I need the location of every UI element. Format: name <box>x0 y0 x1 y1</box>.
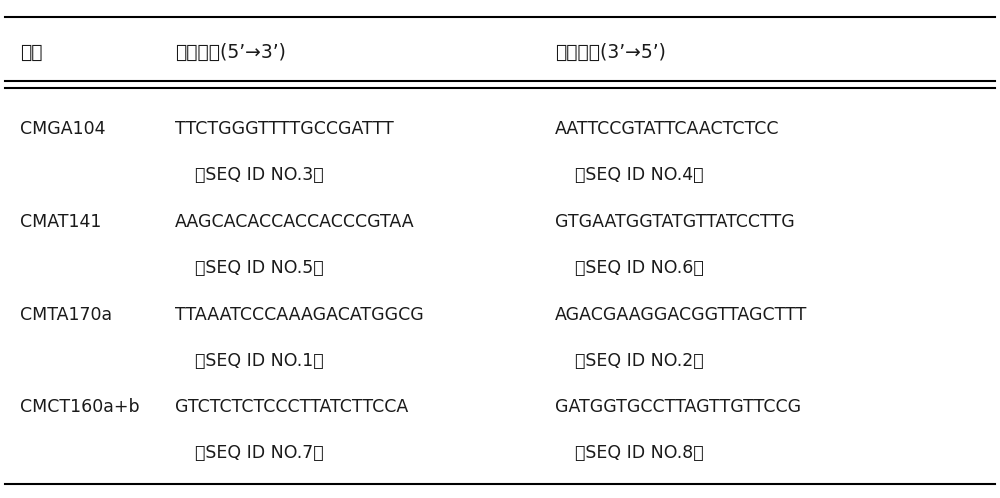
Text: CMAT141: CMAT141 <box>20 213 101 231</box>
Text: （SEQ ID NO.3）: （SEQ ID NO.3） <box>195 166 324 184</box>
Text: CMTA170a: CMTA170a <box>20 306 112 324</box>
Text: GTGAATGGTATGTTATCCTTG: GTGAATGGTATGTTATCCTTG <box>555 213 795 231</box>
Text: （SEQ ID NO.7）: （SEQ ID NO.7） <box>195 444 324 462</box>
Text: 编号: 编号 <box>20 43 42 62</box>
Text: 反向序列(3’→5’): 反向序列(3’→5’) <box>555 43 666 62</box>
Text: CMCT160a+b: CMCT160a+b <box>20 398 140 416</box>
Text: AATTCCGTATTCAACTCTCC: AATTCCGTATTCAACTCTCC <box>555 121 780 138</box>
Text: （SEQ ID NO.6）: （SEQ ID NO.6） <box>575 259 704 277</box>
Text: AAGCACACCACCACCCGTAA: AAGCACACCACCACCCGTAA <box>175 213 415 231</box>
Text: CMGA104: CMGA104 <box>20 121 106 138</box>
Text: AGACGAAGGACGGTTAGCTTT: AGACGAAGGACGGTTAGCTTT <box>555 306 807 324</box>
Text: TTAAATCCCAAAGACATGGCG: TTAAATCCCAAAGACATGGCG <box>175 306 424 324</box>
Text: （SEQ ID NO.4）: （SEQ ID NO.4） <box>575 166 704 184</box>
Text: （SEQ ID NO.2）: （SEQ ID NO.2） <box>575 352 704 370</box>
Text: 正向序列(5’→3’): 正向序列(5’→3’) <box>175 43 286 62</box>
Text: TTCTGGGTTTTGCCGATTT: TTCTGGGTTTTGCCGATTT <box>175 121 394 138</box>
Text: GTCTCTCTCCCTTATCTTCCA: GTCTCTCTCCCTTATCTTCCA <box>175 398 408 416</box>
Text: （SEQ ID NO.5）: （SEQ ID NO.5） <box>195 259 324 277</box>
Text: （SEQ ID NO.1）: （SEQ ID NO.1） <box>195 352 324 370</box>
Text: （SEQ ID NO.8）: （SEQ ID NO.8） <box>575 444 704 462</box>
Text: GATGGTGCCTTAGTTGTTCCG: GATGGTGCCTTAGTTGTTCCG <box>555 398 801 416</box>
